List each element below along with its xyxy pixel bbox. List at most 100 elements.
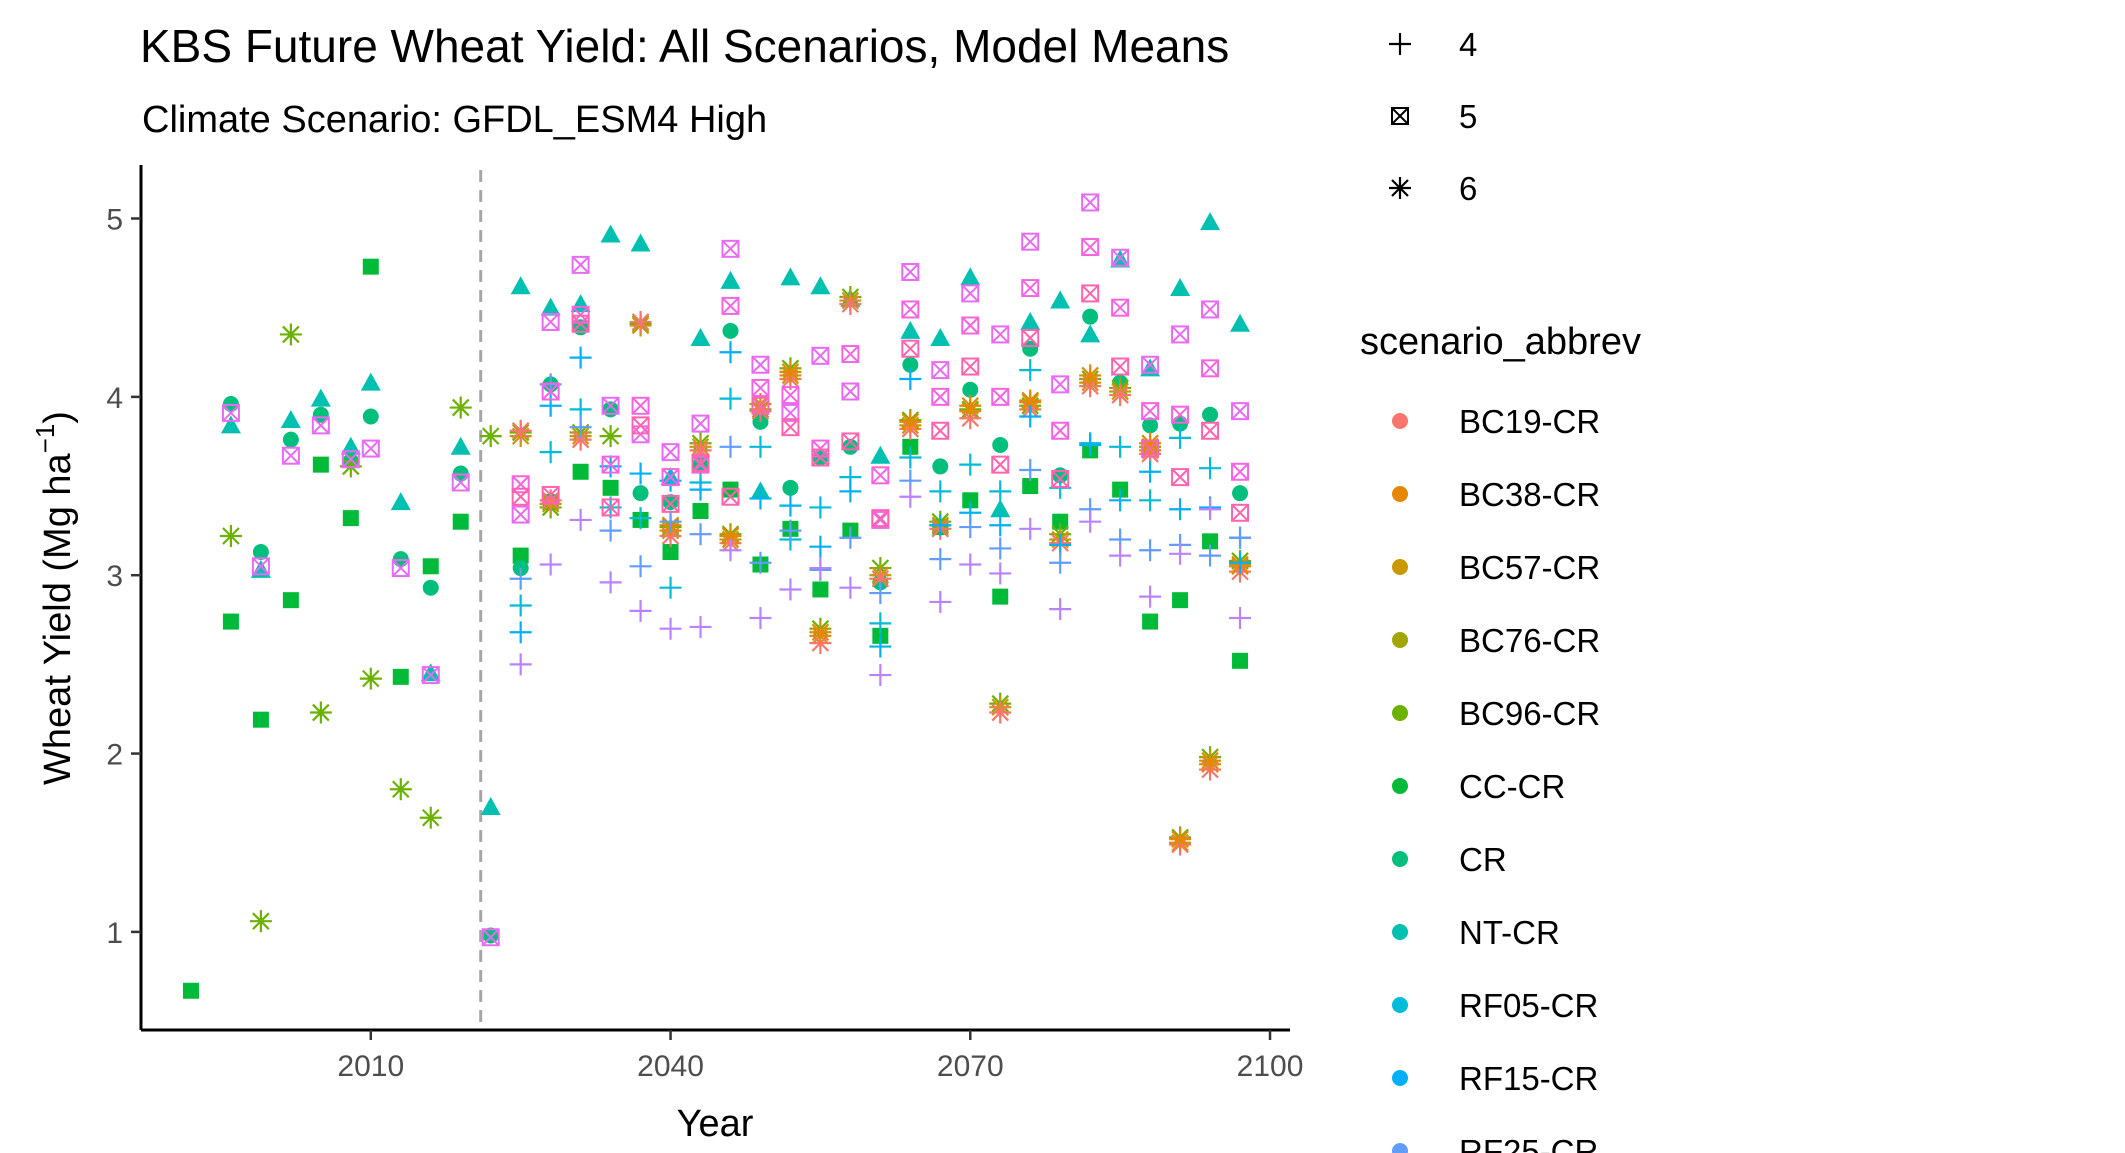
data-point — [841, 432, 860, 451]
data-point — [312, 456, 329, 473]
data-point — [1139, 489, 1162, 512]
x-axis-title: Year — [677, 1103, 754, 1145]
data-point — [1051, 469, 1070, 488]
x-tick-label: 2070 — [937, 1050, 1004, 1083]
data-point — [509, 594, 532, 617]
legend-color-key — [1392, 632, 1408, 648]
data-point — [991, 325, 1010, 344]
data-point — [961, 284, 980, 303]
data-point — [541, 485, 560, 504]
data-point — [721, 296, 740, 315]
legend-color-key — [1392, 851, 1408, 867]
data-point — [1109, 489, 1132, 512]
data-point — [1169, 426, 1192, 449]
data-point — [600, 224, 621, 243]
data-point — [961, 316, 980, 335]
data-point — [1231, 402, 1250, 421]
data-point — [1081, 193, 1100, 212]
data-point — [571, 314, 590, 333]
data-point — [251, 557, 270, 576]
data-point — [1022, 478, 1039, 495]
data-point — [931, 387, 950, 406]
y-ticks: 1 2 3 4 5 — [106, 204, 141, 950]
data-point — [222, 613, 239, 630]
data-point — [870, 445, 891, 464]
data-point — [959, 516, 982, 539]
data-point — [1109, 384, 1132, 407]
legend-item-label: NT-CR — [1459, 914, 1560, 951]
data-point — [419, 806, 442, 829]
data-point — [599, 519, 622, 542]
data-point — [1142, 417, 1159, 434]
data-point — [691, 453, 710, 472]
data-point — [749, 435, 772, 458]
data-point — [602, 479, 619, 496]
data-point — [961, 357, 980, 376]
legend-title: scenario_abbrev — [1360, 321, 1641, 363]
data-point — [1019, 517, 1042, 540]
legend-color-key — [1392, 413, 1408, 429]
data-point — [451, 473, 470, 492]
data-point — [1231, 462, 1250, 481]
legend-item-label: CR — [1459, 841, 1507, 878]
data-point — [1172, 592, 1189, 609]
data-point — [1109, 544, 1132, 567]
data-point — [751, 355, 770, 374]
data-point — [482, 927, 499, 944]
shape-legend-key — [1391, 107, 1409, 125]
data-point — [809, 535, 832, 558]
data-point — [662, 494, 679, 511]
data-point — [1171, 405, 1190, 424]
shape-legend-key — [1389, 33, 1411, 55]
data-point — [1019, 359, 1042, 382]
data-point — [422, 579, 439, 596]
data-point — [1229, 607, 1252, 630]
shape-legend: 4 5 6 — [1389, 26, 1477, 207]
data-point — [869, 635, 892, 658]
legend-color-key — [1392, 705, 1408, 721]
chart-subtitle: Climate Scenario: GFDL_ESM4 High — [142, 99, 767, 141]
legend-color-key — [1392, 1143, 1408, 1153]
data-point — [389, 778, 412, 801]
data-point — [989, 701, 1012, 724]
data-point — [252, 544, 269, 561]
data-point — [899, 368, 922, 391]
data-point — [509, 567, 532, 590]
data-point — [629, 555, 652, 578]
data-point — [871, 466, 890, 485]
data-point — [509, 419, 532, 442]
data-point — [1050, 290, 1071, 309]
data-point — [629, 599, 652, 622]
data-point — [1019, 405, 1042, 428]
shape-legend-label: 5 — [1459, 98, 1477, 135]
data-point — [661, 468, 680, 487]
data-point — [749, 487, 772, 510]
data-point — [540, 297, 561, 316]
data-point — [601, 455, 620, 474]
data-point — [959, 394, 982, 417]
data-point — [1169, 828, 1192, 851]
chart-title: KBS Future Wheat Yield: All Scenarios, M… — [140, 20, 1229, 72]
data-point — [659, 510, 682, 533]
data-point — [900, 320, 921, 339]
data-point — [689, 478, 712, 501]
data-point — [1052, 513, 1069, 530]
data-point — [811, 346, 830, 365]
data-point — [1109, 435, 1132, 458]
y-axis-title-close: ) — [37, 411, 79, 424]
legend-color-key — [1392, 1070, 1408, 1086]
legend-item-label: RF05-CR — [1459, 987, 1598, 1024]
data-point — [480, 797, 501, 816]
data-point — [779, 494, 802, 517]
data-point — [312, 406, 329, 423]
data-point — [782, 479, 799, 496]
data-point — [1139, 585, 1162, 608]
y-tick-label: 5 — [106, 204, 123, 237]
color-legend-items: BC19-CR BC38-CR BC57-CR BC76-CR BC96-CR CC-CR… — [1392, 403, 1600, 1153]
data-point — [929, 514, 952, 537]
data-point — [659, 617, 682, 640]
data-point — [962, 381, 979, 398]
data-point — [1199, 498, 1222, 521]
data-point — [1081, 284, 1100, 303]
data-point — [629, 507, 652, 530]
